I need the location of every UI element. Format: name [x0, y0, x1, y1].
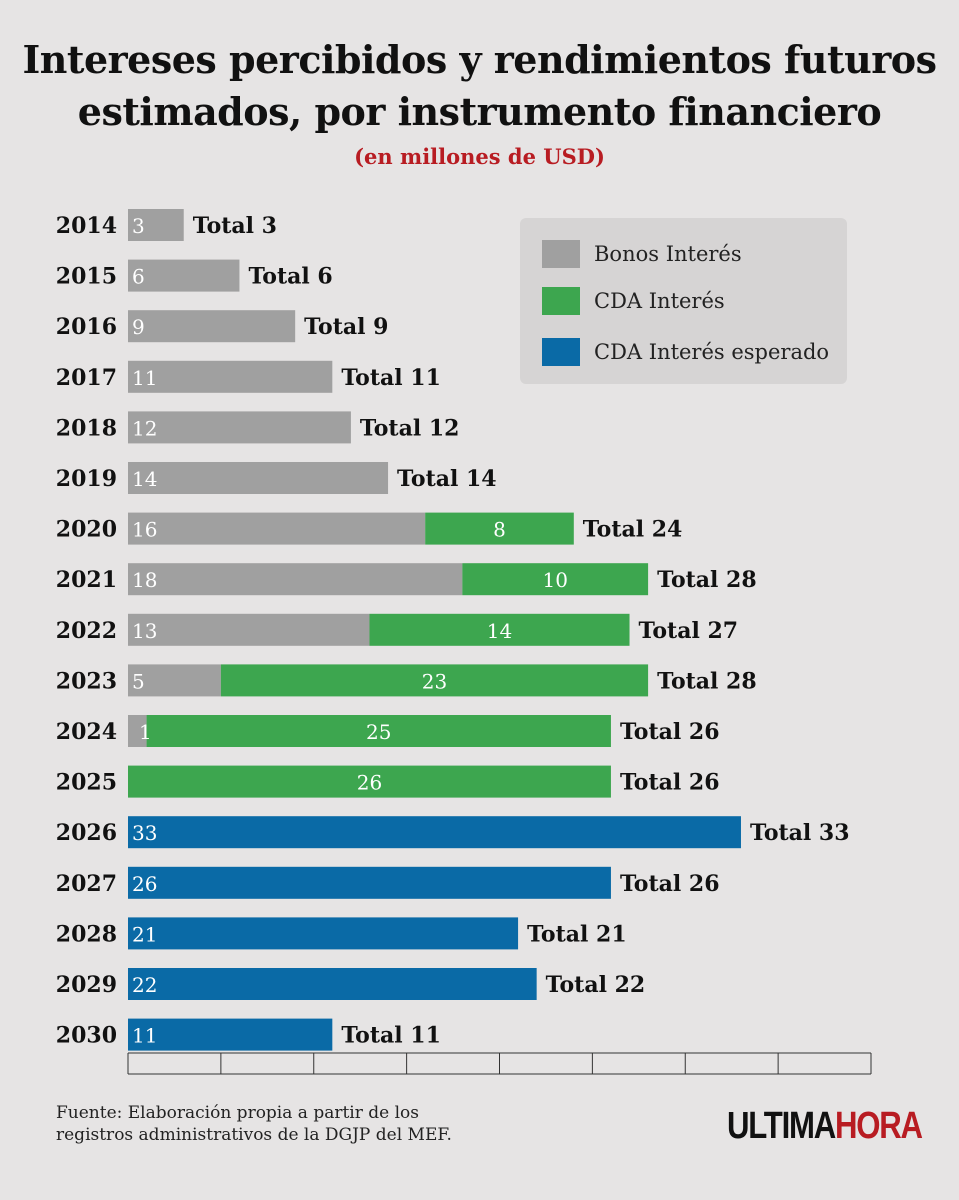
bar-2024-series-0 — [128, 715, 147, 747]
bar-label-2024-series-1: 25 — [366, 720, 391, 744]
year-label-2030: 2030 — [56, 1023, 117, 1049]
bar-label-2019-series-0: 14 — [132, 467, 157, 491]
bar-2025-series-1 — [128, 765, 611, 798]
bar-2027-series-2 — [128, 866, 611, 899]
bar-label-2025-series-1: 26 — [357, 771, 382, 795]
year-label-2025: 2025 — [56, 770, 117, 796]
bar-2023-series-1 — [220, 664, 649, 697]
total-label-2022: Total 27 — [639, 618, 739, 644]
legend-swatch-cda-esperado — [542, 338, 580, 366]
legend-label-cda-esperado: CDA Interés esperado — [594, 340, 830, 364]
bar-label-2023-series-0: 5 — [132, 669, 145, 693]
year-label-2024: 2024 — [56, 719, 117, 745]
year-label-2017: 2017 — [56, 365, 117, 391]
total-label-2014: Total 3 — [193, 213, 277, 239]
bar-label-2023-series-1: 23 — [422, 669, 447, 693]
ultimahora-logo: ULTIMAHORA — [727, 1104, 923, 1148]
total-label-2015: Total 6 — [248, 264, 332, 290]
bar-label-2014-series-0: 3 — [132, 214, 145, 238]
bar-2029-series-2 — [128, 968, 537, 1000]
year-label-2018: 2018 — [56, 415, 117, 441]
chart-subtitle: (en millones de USD) — [354, 144, 605, 169]
total-label-2026: Total 33 — [750, 820, 850, 846]
bar-2030-series-2 — [128, 1018, 333, 1051]
year-label-2015: 2015 — [56, 264, 117, 290]
logo-part1: ULTIMA — [727, 1105, 836, 1147]
year-label-2019: 2019 — [56, 466, 117, 492]
bar-2015-series-0 — [128, 259, 240, 292]
bar-2021-series-1 — [462, 563, 649, 596]
bar-2022-series-0 — [128, 613, 370, 646]
bar-label-2020-series-1: 8 — [493, 518, 506, 542]
total-label-2018: Total 12 — [360, 415, 460, 441]
total-label-2024: Total 26 — [620, 719, 720, 745]
total-label-2023: Total 28 — [657, 668, 757, 694]
bar-label-2030-series-2: 11 — [132, 1024, 157, 1048]
source-note: Fuente: Elaboración propia a partir de l… — [56, 1102, 516, 1146]
legend-swatch-cda — [542, 287, 580, 315]
source-line2: registros administrativos de la DGJP del… — [56, 1125, 452, 1145]
legend-item-bonos: Bonos Interés — [542, 240, 742, 268]
chart-title-line2: estimados, por instrumento financiero — [77, 89, 882, 134]
bar-label-2015-series-0: 6 — [132, 265, 145, 289]
year-label-2023: 2023 — [56, 668, 117, 694]
year-label-2027: 2027 — [56, 871, 117, 897]
legend-label-cda: CDA Interés — [594, 289, 725, 313]
total-label-2028: Total 21 — [527, 921, 627, 947]
total-label-2016: Total 9 — [304, 314, 388, 340]
bar-2018-series-0 — [128, 411, 351, 444]
legend-item-cda-esperado: CDA Interés esperado — [542, 338, 829, 366]
year-label-2022: 2022 — [56, 618, 117, 644]
bar-label-2028-series-2: 21 — [132, 922, 157, 946]
total-label-2025: Total 26 — [620, 770, 720, 796]
bar-2028-series-2 — [128, 917, 519, 950]
source-line1: Fuente: Elaboración propia a partir de l… — [56, 1103, 420, 1123]
bar-label-2027-series-2: 26 — [132, 872, 157, 896]
bar-2016-series-0 — [128, 310, 296, 343]
chart-title: Intereses percibidos y rendimientos futu… — [0, 34, 959, 138]
bar-label-2021-series-1: 10 — [542, 568, 567, 592]
year-label-2029: 2029 — [56, 972, 117, 998]
bar-2024-series-1 — [146, 715, 611, 747]
legend-item-cda: CDA Interés — [542, 287, 725, 315]
chart-title-line1: Intereses percibidos y rendimientos futu… — [22, 37, 937, 82]
year-label-2014: 2014 — [56, 213, 117, 239]
bar-label-2022-series-1: 14 — [487, 619, 512, 643]
bar-label-2026-series-2: 33 — [132, 821, 157, 845]
bar-label-2022-series-0: 13 — [132, 619, 157, 643]
bar-label-2018-series-0: 12 — [132, 416, 157, 440]
bar-2023-series-0 — [128, 664, 221, 697]
year-label-2021: 2021 — [56, 567, 117, 593]
bar-label-2020-series-0: 16 — [132, 518, 157, 542]
total-label-2029: Total 22 — [546, 972, 646, 998]
year-label-2028: 2028 — [56, 921, 117, 947]
legend-label-bonos: Bonos Interés — [594, 242, 742, 266]
total-label-2027: Total 26 — [620, 871, 720, 897]
bar-2021-series-0 — [128, 563, 463, 596]
bar-label-2029-series-2: 22 — [132, 973, 157, 997]
bar-2022-series-1 — [369, 613, 630, 646]
year-label-2016: 2016 — [56, 314, 117, 340]
legend-swatch-bonos — [542, 240, 580, 268]
total-label-2019: Total 14 — [397, 466, 497, 492]
year-label-2026: 2026 — [56, 820, 117, 846]
year-label-2020: 2020 — [56, 517, 117, 543]
total-label-2017: Total 11 — [341, 365, 441, 391]
bar-2020-series-0 — [128, 512, 426, 545]
bar-2014-series-0 — [128, 209, 184, 241]
bar-2017-series-0 — [128, 360, 333, 393]
legend: Bonos Interés CDA Interés CDA Interés es… — [520, 218, 847, 384]
total-label-2030: Total 11 — [341, 1023, 441, 1049]
bar-2020-series-1 — [425, 512, 574, 545]
bar-2019-series-0 — [128, 462, 389, 494]
total-label-2021: Total 28 — [657, 567, 757, 593]
total-label-2020: Total 24 — [583, 517, 683, 543]
bar-label-2017-series-0: 11 — [132, 366, 157, 390]
bar-label-2021-series-0: 18 — [132, 568, 157, 592]
logo-part2: HORA — [834, 1105, 923, 1147]
bar-label-2016-series-0: 9 — [132, 315, 145, 339]
bar-extra-label-2024: 1 — [139, 720, 152, 744]
bar-2026-series-2 — [128, 816, 741, 849]
